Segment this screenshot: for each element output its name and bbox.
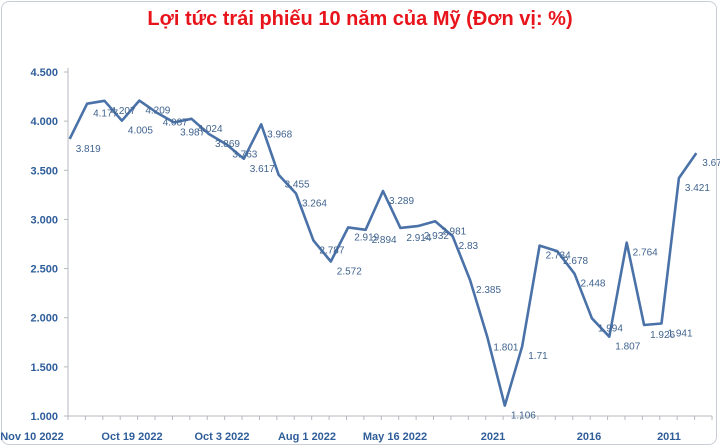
data-label: 2.764 [633,248,658,259]
y-tick-label: 2.000 [30,313,58,325]
data-label: 1.807 [615,342,640,353]
data-label: 2.932 [424,231,449,242]
data-label: 2.448 [580,279,605,290]
data-label: 1.71 [528,351,548,362]
data-label: 2.919 [354,232,379,243]
data-label: 3.264 [302,198,327,209]
data-label: 4.207 [111,106,136,117]
data-label: 4.005 [128,126,153,137]
y-tick-label: 1.500 [30,362,58,374]
y-tick-label: 3.500 [30,165,58,177]
data-label: 2.83 [459,241,479,252]
data-label: 3.289 [389,196,414,207]
data-label: 2.385 [476,285,501,296]
data-label: 3.869 [215,139,240,150]
data-label: 3.968 [267,129,292,140]
x-tick-label: May 16 2022 [363,431,427,443]
data-label: 3.455 [285,180,310,191]
data-label: 4.024 [198,124,223,135]
data-label: 4.177 [93,109,118,120]
data-label: 3.987 [180,127,205,138]
data-label: 3.675 [702,158,720,169]
data-label: 1.801 [493,342,518,353]
chart-title: Lợi tức trái phiếu 10 năm của Mỹ (Đơn vị… [147,8,573,30]
x-tick-label: 2021 [481,431,505,443]
data-label: 4.087 [163,118,188,129]
data-label: 1.941 [667,329,692,340]
data-label: 2.678 [563,256,588,267]
y-tick-label: 2.500 [30,264,58,276]
x-tick-label: Aug 1 2022 [278,431,336,443]
x-tick-label: Oct 19 2022 [101,431,162,443]
data-label: 3.763 [232,149,257,160]
y-tick-label: 4.500 [30,67,58,79]
data-label: 3.421 [685,183,710,194]
data-label: 3.819 [76,144,101,155]
x-tick-label: 2016 [577,431,601,443]
y-tick-label: 4.000 [30,116,58,128]
y-tick-label: 1.000 [30,411,58,423]
data-label: 4.209 [145,106,170,117]
data-label: 3.617 [250,164,275,175]
data-label: 2.787 [319,245,344,256]
data-label: 2.572 [337,266,362,277]
x-tick-label: Oct 3 2022 [194,431,249,443]
yield-series-line [68,99,698,407]
data-label: 2.914 [406,233,431,244]
x-tick-label: 2011 [657,431,681,443]
y-tick-label: 3.000 [30,214,58,226]
data-label: 1.926 [650,330,675,341]
data-label: 1.994 [598,323,623,334]
data-label: 2.894 [372,235,397,246]
x-tick-label: Nov 10 2022 [0,431,64,443]
data-label: 2.734 [546,251,571,262]
data-label: 2.981 [441,226,466,237]
data-label: 1.106 [511,411,536,422]
